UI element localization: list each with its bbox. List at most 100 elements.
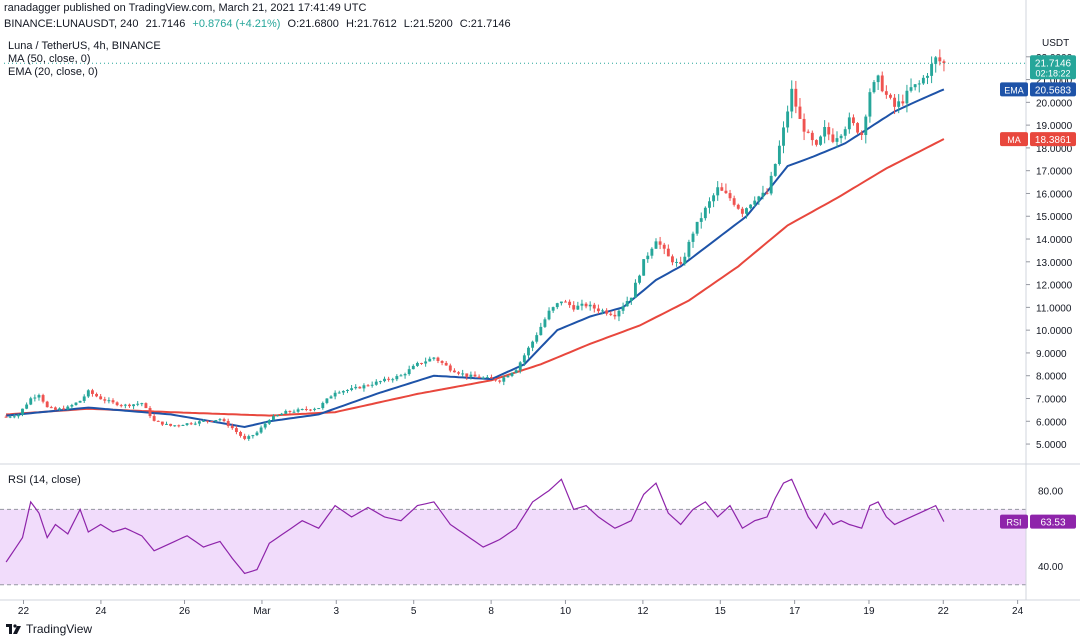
price-tick-label: 11.0000: [1036, 303, 1072, 314]
candle-body: [444, 362, 448, 366]
legend-ma[interactable]: MA (50, close, 0): [8, 53, 91, 65]
price-tick-label: 19.0000: [1036, 121, 1073, 132]
candle-body: [189, 423, 193, 425]
candle-body: [378, 381, 382, 383]
candle-body: [868, 92, 872, 117]
axes: 5.0000 6.0000 7.0000 8.0000 9.0000 10.0000 11.…: [0, 0, 1080, 617]
rsi-badge-box: [1030, 514, 1076, 529]
price-tick-label: 12.0000: [1036, 281, 1073, 292]
candle-body: [691, 233, 695, 242]
time-tick-label: 10: [560, 606, 572, 617]
time-tick-label: 26: [179, 606, 191, 617]
price-tick-label: 14.0000: [1036, 235, 1073, 246]
ma-badge-value: 18.3861: [1035, 135, 1072, 146]
candle-body: [584, 303, 588, 307]
rsi-tick-label: 40.00: [1038, 562, 1063, 573]
publish-line: ranadagger published on TradingView.com,…: [4, 2, 367, 14]
candle-body: [74, 402, 78, 406]
candle-body: [152, 416, 156, 421]
candle-body: [749, 204, 753, 209]
candle-body: [716, 187, 720, 196]
candle-body: [930, 64, 934, 76]
time-tick-label: 5: [411, 606, 417, 617]
candle-body: [827, 127, 831, 135]
candle-body: [222, 419, 226, 422]
candle-body: [358, 386, 362, 389]
time-tick-label: 3: [333, 606, 339, 617]
candle-body: [913, 84, 917, 88]
candle-body: [860, 132, 864, 136]
candle-body: [823, 127, 827, 137]
price-tick-label: 17.0000: [1036, 167, 1073, 178]
candle-body: [111, 400, 115, 403]
candle-body: [156, 420, 160, 422]
close-value: C:21.7146: [459, 18, 511, 30]
candle-body: [662, 244, 666, 249]
candle-body: [872, 82, 876, 93]
candles-layer: [4, 49, 946, 441]
candle-body: [695, 221, 699, 234]
candle-body: [107, 400, 111, 402]
time-tick-label: 22: [938, 606, 950, 617]
candle-body: [633, 282, 637, 298]
candle-body: [671, 256, 674, 263]
candle-body: [383, 378, 386, 382]
candle-body: [284, 410, 288, 414]
candle-body: [387, 378, 391, 380]
candle-body: [177, 425, 181, 427]
price-tick-label: 16.0000: [1036, 189, 1073, 200]
candle-body: [37, 395, 41, 398]
ma-badge: MA 18.3861: [1000, 132, 1076, 147]
chart-legend: Luna / TetherUS, 4h, BINANCE MA (50, clo…: [8, 40, 161, 79]
rsi-badge: RSI 63.53: [1000, 514, 1076, 529]
candle-body: [346, 389, 349, 391]
candle-body: [921, 77, 925, 84]
rsi-badge-value: 63.53: [1040, 518, 1065, 529]
candle-body: [728, 193, 732, 199]
candle-body: [527, 347, 530, 356]
candle-body: [876, 75, 880, 83]
candle-body: [572, 305, 576, 310]
candle-body: [99, 396, 103, 400]
candle-body: [498, 380, 502, 382]
footer-brand[interactable]: TradingView: [26, 622, 93, 636]
candle-body: [86, 390, 90, 397]
candle-body: [621, 306, 625, 311]
candle-body: [8, 416, 12, 418]
candle-body: [658, 241, 662, 245]
rsi-legend[interactable]: RSI (14, close): [8, 474, 81, 486]
candle-body: [786, 111, 790, 128]
time-tick-label: 24: [95, 606, 107, 617]
candle-body: [539, 326, 543, 336]
candle-body: [457, 372, 460, 374]
candle-body: [675, 261, 679, 263]
price-badge-value: 21.7146: [1035, 58, 1072, 69]
legend-ema[interactable]: EMA (20, close, 0): [8, 66, 98, 78]
candle-body: [847, 117, 851, 130]
candle-body: [95, 393, 98, 397]
unit-label: USDT: [1042, 38, 1069, 49]
candle-body: [666, 248, 670, 257]
candle-body: [889, 94, 892, 98]
candle-body: [856, 123, 859, 133]
candle-body: [687, 241, 691, 257]
candle-body: [712, 195, 716, 202]
candle-body: [70, 405, 74, 407]
price-tick-label: 8.0000: [1036, 372, 1067, 383]
ema-badge-label: EMA: [1004, 85, 1024, 95]
candle-body: [78, 400, 82, 403]
candle-body: [239, 431, 242, 436]
candle-body: [745, 208, 748, 214]
candle-body: [724, 190, 728, 194]
time-tick-label: 22: [18, 606, 30, 617]
candle-body: [790, 88, 794, 112]
price-tick-label: 7.0000: [1036, 394, 1067, 405]
rsi-line: [5, 478, 945, 575]
candle-body: [551, 307, 555, 311]
candle-body: [514, 370, 518, 373]
time-tick-label: 8: [488, 606, 494, 617]
candle-body: [625, 301, 629, 307]
candle-body: [370, 384, 374, 386]
candle-body: [341, 390, 345, 393]
candle-body: [831, 134, 835, 142]
